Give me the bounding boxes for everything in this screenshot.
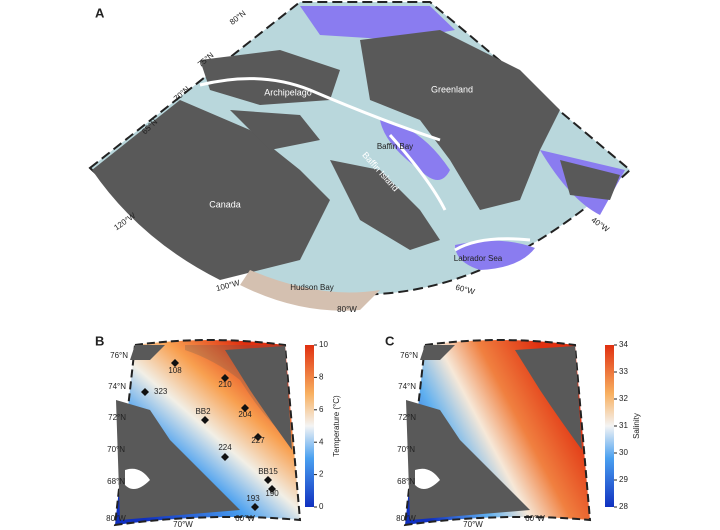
latitude-label: 76°N <box>110 351 128 360</box>
longitude-label: 40°W <box>590 215 612 234</box>
colorbar-tick-label: 4 <box>319 437 324 446</box>
place-label: Greenland <box>431 84 473 94</box>
station-marker <box>171 359 179 367</box>
latitude-label: 68°N <box>107 477 125 486</box>
panel-label: B <box>95 333 104 348</box>
latitude-label: 76°N <box>400 351 418 360</box>
panel-label: C <box>385 333 395 348</box>
latitude-label: 70°N <box>397 445 415 454</box>
station-label: 108 <box>168 366 182 375</box>
station-label: 227 <box>251 436 265 445</box>
longitude-label: 100°W <box>215 278 241 293</box>
station-label: 193 <box>246 494 260 503</box>
colorbar-tick-label: 34 <box>619 340 628 349</box>
longitude-label: 60°W <box>235 514 255 523</box>
place-label: Archipelago <box>264 87 312 97</box>
station-marker <box>268 485 276 493</box>
station-marker <box>201 416 209 424</box>
longitude-label: 80°W <box>106 514 126 523</box>
colorbar-tick-label: 6 <box>319 405 324 414</box>
place-label: Labrador Sea <box>454 254 503 263</box>
place-label: Hudson Bay <box>290 283 334 292</box>
colorbar <box>305 345 314 507</box>
colorbar-title: Salinity <box>632 413 641 439</box>
station-marker <box>264 476 272 484</box>
map-c <box>403 339 592 527</box>
station-marker <box>221 453 229 461</box>
place-label: Baffin Bay <box>377 142 413 151</box>
station-marker <box>251 503 259 511</box>
map-a <box>88 1 632 311</box>
longitude-label: 80°W <box>337 305 357 314</box>
station-marker <box>141 388 149 396</box>
colorbar-tick-label: 2 <box>319 470 324 479</box>
latitude-label: 68°N <box>397 477 415 486</box>
longitude-label: 80°W <box>396 514 416 523</box>
latitude-label: 74°N <box>108 382 126 391</box>
station-label: 323 <box>154 387 168 396</box>
colorbar-tick-label: 32 <box>619 394 628 403</box>
colorbar-tick-label: 28 <box>619 502 628 511</box>
latitude-label: 72°N <box>108 413 126 422</box>
latitude-label: 74°N <box>398 382 416 391</box>
station-label: 204 <box>238 410 252 419</box>
station-marker <box>221 374 229 382</box>
colorbar-tick-label: 0 <box>319 502 324 511</box>
longitude-label: 70°W <box>173 520 193 529</box>
map-b <box>113 339 302 527</box>
longitude-label: 60°W <box>525 514 545 523</box>
latitude-label: 72°N <box>398 413 416 422</box>
place-label: Canada <box>209 199 241 209</box>
colorbar-tick-label: 29 <box>619 475 628 484</box>
station-marker <box>254 433 262 441</box>
station-label: 210 <box>218 380 232 389</box>
colorbar-tick-label: 30 <box>619 448 628 457</box>
longitude-label: 120°W <box>112 211 137 232</box>
station-marker <box>241 404 249 412</box>
colorbar-tick-label: 8 <box>319 373 324 382</box>
longitude-label: 60°W <box>454 283 476 297</box>
station-label: 224 <box>218 443 232 452</box>
panel-label: A <box>95 5 105 20</box>
colorbar <box>605 345 614 507</box>
latitude-label: 70°N <box>107 445 125 454</box>
station-label: 190 <box>265 489 279 498</box>
colorbar-tick-label: 31 <box>619 421 628 430</box>
colorbar-title: Temperature (°C) <box>332 395 341 457</box>
station-label: BB15 <box>258 467 278 476</box>
colorbar-tick-label: 33 <box>619 367 628 376</box>
longitude-label: 70°W <box>463 520 483 529</box>
station-label: BB2 <box>195 407 211 416</box>
latitude-label: 80°N <box>228 9 248 27</box>
colorbar-tick-label: 10 <box>319 340 328 349</box>
